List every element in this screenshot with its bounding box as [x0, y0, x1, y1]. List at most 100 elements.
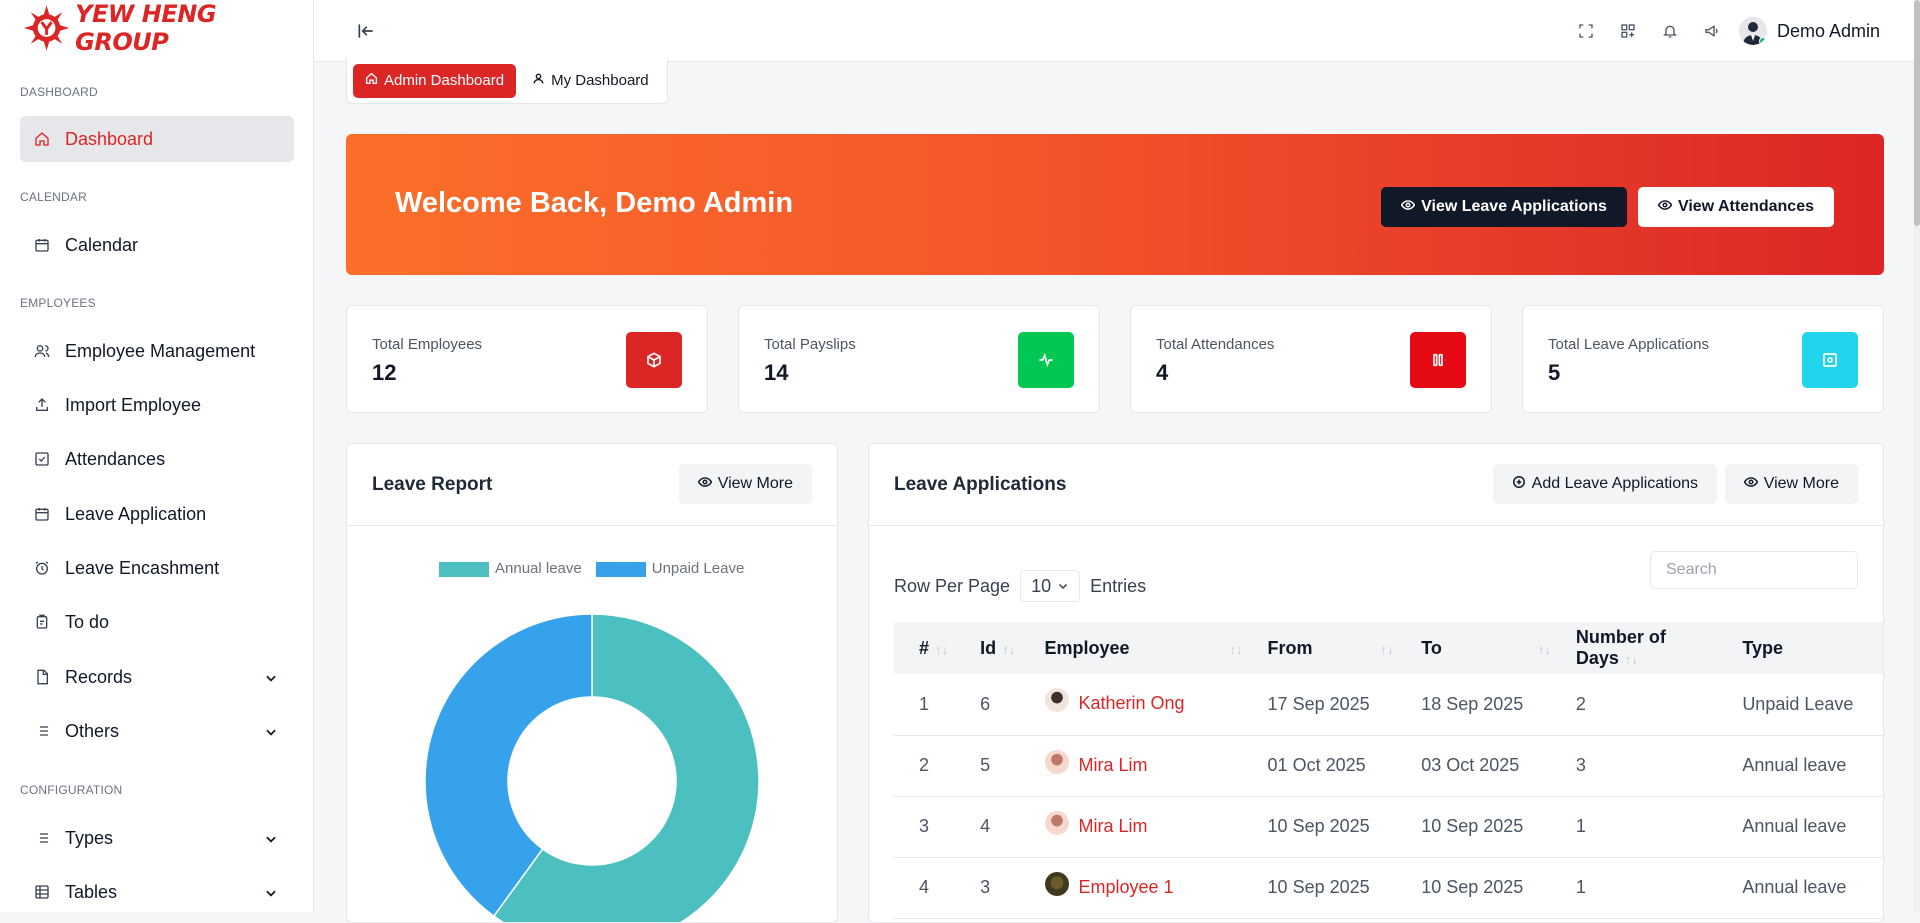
home-icon: [365, 72, 378, 89]
sort-icon[interactable]: ↑↓: [1624, 652, 1638, 667]
rows-per-page-select[interactable]: 10: [1020, 570, 1081, 602]
tab-my-dashboard[interactable]: My Dashboard: [520, 64, 661, 98]
sidebar-item-leave-application[interactable]: Leave Application: [20, 491, 294, 537]
employee-name-link[interactable]: Mira Lim: [1078, 815, 1148, 836]
collapse-sidebar-icon[interactable]: [354, 19, 378, 43]
button-label: View More: [1763, 475, 1839, 492]
cell-employee[interactable]: Employee 1: [1019, 857, 1243, 919]
section-label-calendar: CALENDAR: [20, 190, 87, 204]
user-menu[interactable]: Demo Admin: [1738, 17, 1880, 45]
add-leave-application-button[interactable]: Add Leave Applications: [1492, 464, 1717, 504]
sidebar-item-import-employee[interactable]: Import Employee: [20, 382, 294, 428]
sort-icon[interactable]: ↑↓: [1380, 641, 1394, 657]
tab-label: Admin Dashboard: [384, 72, 505, 89]
cell-id: 6: [955, 674, 1020, 736]
sidebar: YEW HENG GROUP DASHBOARD Dashboard CALEN…: [0, 0, 314, 912]
entries-label: Entries: [1090, 575, 1147, 596]
file-icon: [32, 667, 52, 687]
section-label-employees: EMPLOYEES: [20, 296, 96, 310]
column-header-number-of-days[interactable]: Number of Days ↑↓: [1575, 627, 1666, 668]
leave-report-card: Leave Report View More Annual leave Unpa…: [346, 443, 838, 923]
stat-card-total-attendances: Total Attendances 4: [1130, 305, 1492, 413]
column-header-employee[interactable]: Employee ↑↓: [1044, 637, 1243, 658]
button-label: View Leave Applications: [1421, 198, 1607, 215]
cell-employee[interactable]: Katherin Ong: [1019, 674, 1243, 736]
tab-admin-dashboard[interactable]: Admin Dashboard: [353, 63, 517, 98]
button-label: View Attendances: [1677, 198, 1814, 215]
column-header-from[interactable]: From ↑↓: [1267, 637, 1394, 658]
sidebar-item-others[interactable]: Others: [20, 708, 294, 754]
employee-name-link[interactable]: Katherin Ong: [1078, 693, 1185, 713]
employee-avatar: [1044, 749, 1069, 774]
sort-icon[interactable]: ↑↓: [1537, 641, 1551, 657]
employee-name-link[interactable]: Mira Lim: [1078, 754, 1148, 775]
scrollbar-thumb[interactable]: [1914, 0, 1920, 226]
column-header-id[interactable]: Id ↑↓: [980, 637, 1016, 658]
table-row[interactable]: 4 3 Employee 1 10 Sep 2025 10 Sep 2025 1…: [894, 857, 1883, 919]
user-name: Demo Admin: [1776, 20, 1880, 41]
sidebar-item-label: Employee Management: [65, 340, 256, 361]
sidebar-item-to-do[interactable]: To do: [20, 599, 294, 645]
list-icon: [32, 721, 52, 741]
sidebar-item-tables[interactable]: Tables: [20, 869, 294, 915]
table-header-row: # ↑↓ Id ↑↓ Employee ↑↓ From ↑↓ To ↑↓ Number o…: [894, 622, 1883, 674]
bell-icon[interactable]: [1649, 10, 1691, 52]
page-scrollbar[interactable]: [1914, 0, 1920, 912]
alarm-clock-icon: [32, 558, 52, 578]
brand-logo[interactable]: YEW HENG GROUP: [22, 0, 313, 56]
leave-applications-card: Leave Applications Add Leave Application…: [868, 443, 1884, 923]
cell-to: 18 Sep 2025: [1396, 674, 1551, 736]
search-input[interactable]: [1650, 551, 1858, 589]
sort-icon[interactable]: ↑↓: [1229, 641, 1243, 657]
cell-number: 3: [894, 796, 956, 858]
legend-item-annual-leave[interactable]: Annual leave: [439, 560, 582, 577]
leave-report-view-more-button[interactable]: View More: [678, 464, 812, 504]
cell-number: 2: [894, 735, 956, 797]
cell-employee[interactable]: Mira Lim: [1019, 796, 1243, 858]
column-header-number[interactable]: # ↑↓: [919, 637, 949, 658]
table-row[interactable]: 2 5 Mira Lim 01 Oct 2025 03 Oct 2025 3 A…: [894, 735, 1883, 797]
employee-avatar: [1044, 871, 1069, 896]
sidebar-item-leave-encashment[interactable]: Leave Encashment: [20, 545, 294, 591]
cell-type: Annual leave: [1717, 796, 1883, 858]
table-row[interactable]: 3 4 Mira Lim 10 Sep 2025 10 Sep 2025 1 A…: [894, 796, 1883, 858]
sidebar-item-calendar[interactable]: Calendar: [20, 222, 294, 268]
cell-employee[interactable]: Mira Lim: [1019, 735, 1243, 797]
sort-icon[interactable]: ↑↓: [935, 641, 949, 657]
stat-card-total-employees: Total Employees 12: [346, 305, 708, 413]
employee-name-link[interactable]: Employee 1: [1078, 876, 1174, 897]
donut-slice-unpaid-leave[interactable]: [424, 613, 593, 918]
view-leave-applications-button[interactable]: View Leave Applications: [1381, 187, 1627, 227]
sidebar-item-types[interactable]: Types: [20, 815, 294, 861]
eye-icon: [1657, 198, 1673, 217]
eye-icon: [697, 475, 712, 494]
upload-icon: [32, 395, 52, 415]
apps-grid-icon[interactable]: [1607, 10, 1649, 52]
legend-item-unpaid-leave[interactable]: Unpaid Leave: [595, 560, 744, 577]
calendar-icon: [32, 504, 52, 524]
view-attendances-button[interactable]: View Attendances: [1637, 187, 1834, 227]
column-header-to[interactable]: To ↑↓: [1421, 637, 1551, 658]
sidebar-item-records[interactable]: Records: [20, 654, 294, 700]
section-label-configuration: CONFIGURATION: [20, 783, 123, 797]
sidebar-item-dashboard[interactable]: Dashboard: [20, 116, 294, 162]
section-label-dashboard: DASHBOARD: [20, 85, 98, 99]
leave-applications-view-more-button[interactable]: View More: [1724, 464, 1858, 504]
cell-number: 1: [894, 674, 956, 736]
donut-slice-annual-leave[interactable]: [492, 613, 760, 923]
megaphone-icon[interactable]: [1691, 10, 1733, 52]
employee-avatar: [1044, 810, 1069, 835]
table-row[interactable]: 1 6 Katherin Ong 17 Sep 2025 18 Sep 2025…: [894, 674, 1883, 736]
stat-value: 12: [372, 360, 397, 385]
column-header-type[interactable]: Type↑↓: [1742, 637, 1783, 658]
eye-icon: [1743, 475, 1758, 494]
cell-type: Unpaid Leave: [1717, 674, 1883, 736]
sidebar-item-attendances[interactable]: Attendances: [20, 436, 294, 482]
sidebar-item-employee-management[interactable]: Employee Management: [20, 328, 294, 374]
eye-icon: [1400, 198, 1416, 217]
sort-icon[interactable]: ↑↓: [1002, 641, 1016, 657]
home-icon: [32, 129, 52, 149]
sidebar-item-label: Dashboard: [65, 128, 154, 149]
cell-number: 4: [894, 857, 956, 919]
fullscreen-icon[interactable]: [1565, 10, 1607, 52]
